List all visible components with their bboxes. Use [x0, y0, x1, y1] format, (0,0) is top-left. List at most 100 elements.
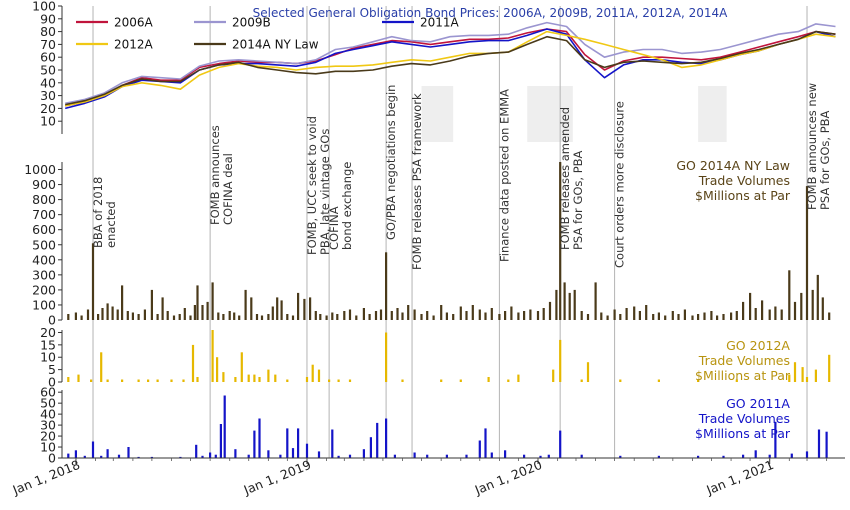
volume-panel-label: Trade Volumes — [698, 411, 790, 426]
volume-bar-1-1 — [74, 312, 77, 320]
volume-bar-3-45 — [539, 455, 542, 458]
event-annotation: COFINA — [327, 206, 341, 250]
volume-bar-1-63 — [413, 309, 416, 320]
volume-bar-1-129 — [828, 312, 831, 320]
volume-bar-3-35 — [393, 454, 396, 458]
volume-bar-1-0 — [67, 314, 70, 320]
volume-bar-2-0 — [67, 377, 70, 382]
y-tick-label: 80 — [40, 24, 56, 39]
volume-bar-3-59 — [817, 429, 821, 458]
volume-bar-2-16 — [234, 377, 237, 382]
y-tick-label: 10 — [40, 350, 56, 365]
volume-bar-2-37 — [552, 369, 555, 382]
volume-bar-1-13 — [137, 314, 140, 320]
volume-bar-1-6 — [101, 308, 104, 320]
volume-bar-3-44 — [523, 454, 526, 458]
legend-label: 2012A — [114, 38, 154, 52]
volume-bar-2-29 — [348, 379, 352, 382]
volume-bar-3-38 — [445, 454, 448, 458]
volume-bar-3-32 — [369, 437, 372, 458]
volume-bar-1-91 — [586, 314, 590, 320]
volume-bar-2-13 — [211, 330, 214, 382]
volume-bar-1-64 — [420, 314, 423, 320]
volume-bar-3-1 — [74, 450, 77, 458]
volume-bar-2-15 — [222, 372, 225, 382]
event-annotation: Court orders more disclosure — [613, 101, 627, 268]
volume-bar-2-1 — [77, 374, 80, 382]
y-tick-label: 50 — [40, 396, 56, 411]
volume-bar-2-21 — [267, 369, 270, 382]
volume-bar-1-20 — [178, 314, 181, 320]
volume-bar-3-56 — [774, 421, 777, 458]
volume-bar-1-109 — [703, 312, 706, 320]
volume-bar-3-53 — [742, 454, 745, 458]
volume-bar-2-35 — [507, 379, 510, 382]
volume-bar-1-101 — [652, 314, 655, 320]
volume-bar-1-116 — [749, 292, 752, 320]
x-tick-label: Jan 1, 2021 — [703, 457, 775, 498]
volume-bar-1-39 — [276, 297, 279, 320]
volume-bar-1-54 — [362, 308, 365, 320]
volume-panel-label: GO 2014A NY Law — [676, 158, 790, 173]
volume-panel-label: Trade Volumes — [698, 173, 790, 188]
volume-bar-2-28 — [337, 379, 340, 382]
y-tick-label: 700 — [32, 207, 56, 222]
volume-bar-1-92 — [594, 282, 597, 320]
volume-bar-1-68 — [445, 312, 448, 320]
volume-bar-1-84 — [548, 301, 552, 320]
price-line-2014a-ny-law — [65, 30, 836, 106]
volume-bar-2-24 — [305, 377, 309, 382]
price-line-2009b — [65, 21, 836, 105]
volume-bar-1-76 — [498, 314, 501, 320]
volume-bar-3-25 — [297, 428, 300, 458]
volume-bar-1-19 — [172, 315, 176, 320]
volume-bar-2-2 — [90, 379, 93, 382]
y-tick-label: 20 — [40, 429, 56, 444]
volume-bar-3-39 — [465, 454, 468, 458]
y-tick-label: 200 — [32, 282, 56, 297]
volume-bar-3-30 — [348, 454, 352, 458]
volume-bar-1-3 — [86, 309, 90, 320]
volume-bar-1-59 — [390, 311, 393, 320]
volume-bar-1-124 — [800, 292, 803, 320]
volume-bar-1-96 — [619, 314, 622, 320]
volume-bar-2-5 — [121, 379, 124, 382]
legend-label: 2009B — [232, 16, 271, 30]
volume-bar-3-42 — [490, 452, 493, 458]
event-annotation: FOMB releases amended — [558, 107, 572, 250]
volume-bar-1-108 — [697, 314, 700, 320]
volume-bar-3-11 — [195, 444, 198, 458]
volume-bar-3-9 — [150, 456, 153, 458]
volume-panel-label: GO 2012A — [726, 338, 790, 353]
volume-bar-1-10 — [121, 285, 124, 320]
y-tick-label: 10 — [40, 114, 56, 129]
volume-bar-1-115 — [742, 301, 745, 320]
y-tick-label: 0 — [48, 313, 56, 328]
volume-bar-3-48 — [580, 454, 583, 458]
volume-bar-1-105 — [677, 314, 680, 320]
volume-bar-1-37 — [267, 314, 270, 320]
volume-bar-3-27 — [317, 451, 321, 458]
volume-panel-label: Trade Volumes — [698, 353, 790, 368]
volume-bar-1-51 — [343, 311, 346, 320]
volume-bar-1-100 — [645, 305, 648, 320]
volume-bar-1-52 — [348, 309, 352, 320]
volume-bar-2-4 — [106, 379, 109, 382]
volume-bar-3-60 — [825, 431, 828, 458]
volume-bar-2-38 — [559, 339, 562, 382]
volume-bar-1-122 — [788, 270, 791, 320]
volume-bar-1-15 — [150, 289, 153, 320]
volume-bar-3-10 — [179, 456, 182, 458]
shaded-period-1 — [527, 86, 573, 142]
volume-bar-3-43 — [504, 450, 507, 458]
volume-bar-1-8 — [111, 306, 114, 320]
volume-bar-1-118 — [761, 300, 764, 320]
y-tick-label: 400 — [32, 252, 56, 267]
volume-bar-1-123 — [793, 301, 797, 320]
y-tick-label: 600 — [32, 222, 56, 237]
volume-panel-label: $Millions at Par — [695, 188, 791, 203]
volume-bar-2-27 — [328, 379, 331, 382]
volume-bar-2-18 — [247, 374, 250, 382]
volume-bar-2-39 — [580, 379, 583, 382]
volume-bar-1-93 — [600, 312, 603, 320]
